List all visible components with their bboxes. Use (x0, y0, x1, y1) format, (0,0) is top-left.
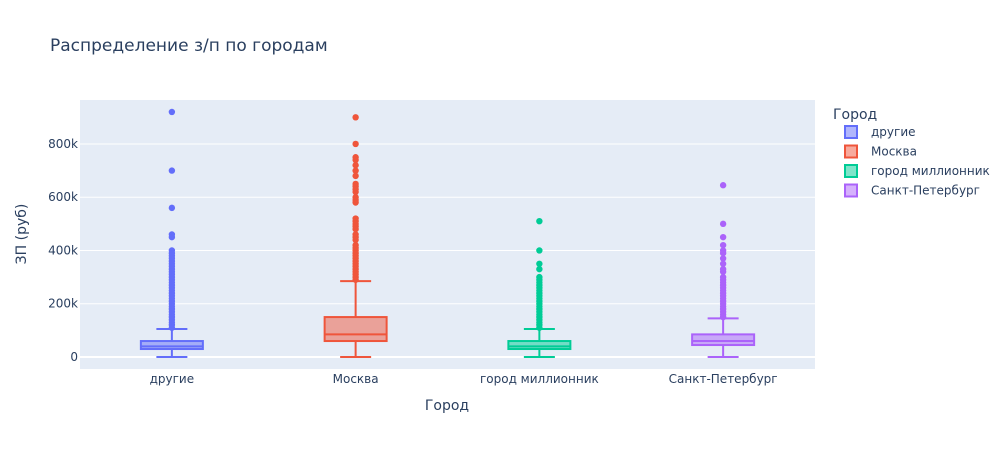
outlier-point (168, 204, 176, 212)
outlier-point (536, 324, 543, 331)
legend-title: Город (833, 107, 877, 123)
outlier-point (352, 236, 359, 244)
box-series-4 (691, 182, 756, 359)
iqr-box (507, 340, 572, 351)
iqr-box (323, 316, 388, 343)
outlier-point (352, 140, 359, 148)
box-series-3 (507, 217, 572, 359)
legend: Город другие Москва город миллионник Санкт-… (833, 107, 990, 198)
outlier-point (352, 172, 359, 180)
legend-label: Москва (871, 145, 917, 159)
x-tick-label: город миллионник (480, 372, 599, 386)
y-tick-label: 0 (70, 350, 78, 364)
y-axis-title: ЗП (руб) (14, 204, 30, 265)
outlier-point (352, 114, 359, 121)
outlier-point (168, 233, 176, 241)
outlier-point (719, 313, 727, 321)
outlier-point (352, 162, 359, 169)
legend-swatch (844, 125, 858, 139)
outlier-point (168, 324, 176, 331)
outlier-point (719, 255, 727, 262)
legend-item-2: Москва (844, 144, 917, 159)
outlier-point (536, 217, 543, 225)
outlier-point (352, 156, 359, 164)
outlier-point (536, 260, 543, 267)
outlier-point (352, 199, 359, 206)
y-tick-label: 200k (48, 297, 78, 311)
y-tick-label: 600k (48, 190, 78, 204)
outlier-point (168, 167, 176, 174)
x-tick-label: другие (150, 372, 195, 386)
legend-item-3: город миллионник (844, 164, 990, 178)
y-axis-ticks: 0 200k 400k 600k 800k (48, 137, 78, 364)
y-tick-label: 800k (48, 137, 78, 151)
legend-label: другие (871, 125, 916, 139)
x-tick-label: Москва (333, 372, 379, 386)
x-tick-label: Санкт-Петербург (669, 372, 778, 386)
outlier-point (536, 265, 543, 273)
iqr-box (139, 340, 204, 351)
legend-swatch (844, 144, 858, 159)
legend-swatch (844, 183, 858, 198)
outlier-point (352, 188, 359, 196)
y-tick-label: 400k (48, 243, 78, 257)
legend-label: Санкт-Петербург (871, 184, 980, 198)
iqr-box (691, 333, 756, 347)
box-series (139, 108, 756, 359)
outlier-point (719, 241, 727, 249)
legend-item-1: другие (844, 125, 916, 139)
outlier-point (536, 247, 543, 254)
legend-item-4: Санкт-Петербург (844, 183, 980, 198)
outlier-point (352, 276, 359, 283)
chart-title: Распределение з/п по городам (50, 36, 328, 56)
outlier-point (719, 268, 727, 275)
outlier-point (719, 182, 727, 189)
legend-label: город миллионник (871, 164, 990, 178)
outlier-point (719, 220, 727, 228)
legend-swatch (844, 164, 858, 178)
y-gridlines (80, 143, 815, 359)
box-series-2 (323, 114, 388, 359)
x-axis-title: Город (425, 398, 469, 414)
outlier-point (719, 260, 727, 267)
outlier-point (352, 167, 359, 174)
box-series-1 (139, 108, 204, 359)
outlier-point (719, 233, 727, 241)
outlier-point (352, 225, 359, 233)
outlier-point (168, 108, 176, 116)
outlier-point (719, 249, 727, 257)
x-axis-ticks: другие Москва город миллионник Санкт-Петерб… (150, 372, 778, 386)
plot-area (80, 100, 815, 369)
